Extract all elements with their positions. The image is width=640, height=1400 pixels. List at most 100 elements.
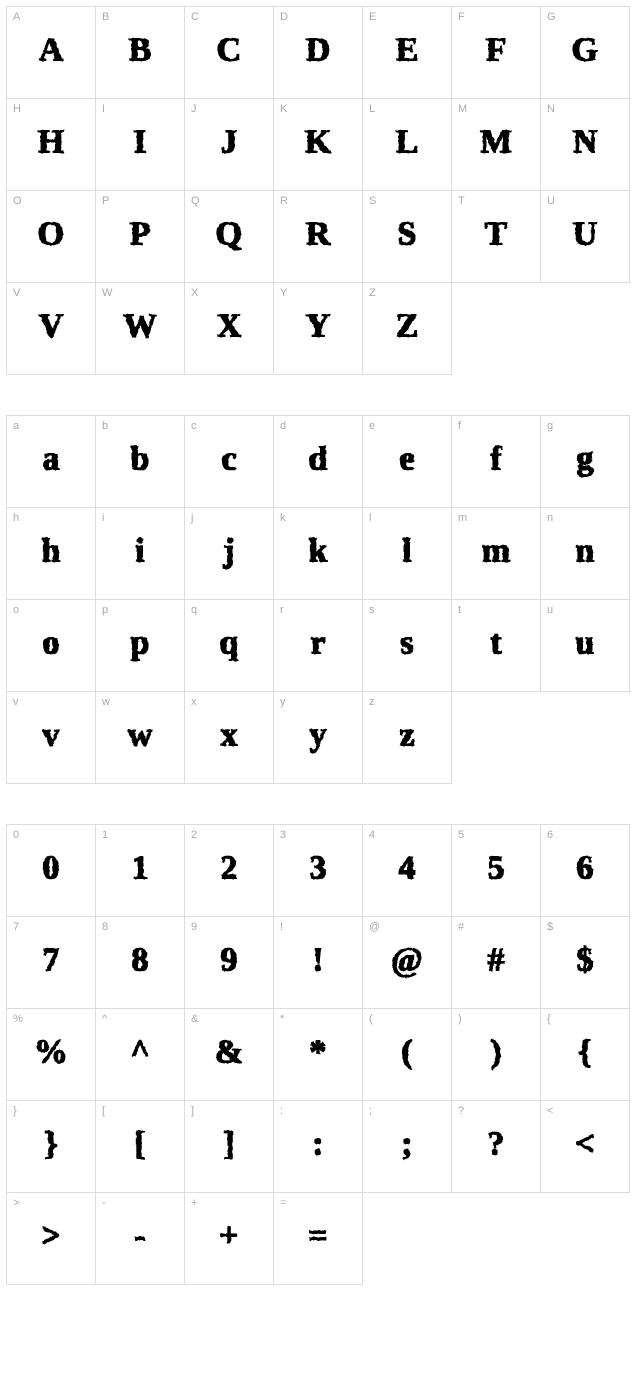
glyph-cell[interactable]: << bbox=[541, 1101, 630, 1193]
glyph-cell[interactable]: TT bbox=[452, 191, 541, 283]
glyph-cell[interactable]: ww bbox=[96, 692, 185, 784]
glyph-cell[interactable]: bb bbox=[96, 416, 185, 508]
glyph-cell[interactable]: oo bbox=[7, 600, 96, 692]
cell-label: } bbox=[13, 1105, 17, 1117]
glyph-cell[interactable]: QQ bbox=[185, 191, 274, 283]
glyph-grid: aabbccddeeffgg hhiijjkkllmmnn ooppqqrrsstt… bbox=[6, 415, 630, 784]
cell-glyph: i bbox=[135, 532, 144, 570]
glyph-cell[interactable]: JJ bbox=[185, 99, 274, 191]
glyph-cell[interactable]: >> bbox=[7, 1193, 96, 1285]
glyph-cell[interactable]: qq bbox=[185, 600, 274, 692]
cell-label: { bbox=[547, 1013, 551, 1025]
glyph-cell[interactable]: %% bbox=[7, 1009, 96, 1101]
glyph-cell[interactable]: ff bbox=[452, 416, 541, 508]
cell-glyph: = bbox=[308, 1217, 327, 1255]
glyph-cell[interactable]: (( bbox=[363, 1009, 452, 1101]
glyph-cell[interactable]: UU bbox=[541, 191, 630, 283]
glyph-cell[interactable]: ii bbox=[96, 508, 185, 600]
glyph-cell[interactable]: jj bbox=[185, 508, 274, 600]
glyph-cell[interactable]: hh bbox=[7, 508, 96, 600]
glyph-cell[interactable]: HH bbox=[7, 99, 96, 191]
glyph-cell[interactable]: 77 bbox=[7, 917, 96, 1009]
glyph-cell[interactable]: nn bbox=[541, 508, 630, 600]
glyph-cell[interactable]: mm bbox=[452, 508, 541, 600]
cell-glyph: 5 bbox=[488, 849, 505, 887]
glyph-cell[interactable]: cc bbox=[185, 416, 274, 508]
glyph-cell[interactable]: CC bbox=[185, 7, 274, 99]
glyph-cell[interactable]: DD bbox=[274, 7, 363, 99]
glyph-cell[interactable]: }} bbox=[7, 1101, 96, 1193]
glyph-cell[interactable]: RR bbox=[274, 191, 363, 283]
cell-label: @ bbox=[369, 921, 380, 933]
cell-label: D bbox=[280, 11, 288, 23]
glyph-cell[interactable]: && bbox=[185, 1009, 274, 1101]
glyph-cell[interactable]: XX bbox=[185, 283, 274, 375]
glyph-cell[interactable]: SS bbox=[363, 191, 452, 283]
glyph-cell[interactable]: vv bbox=[7, 692, 96, 784]
glyph-cell[interactable]: yy bbox=[274, 692, 363, 784]
glyph-cell[interactable]: MM bbox=[452, 99, 541, 191]
glyph-cell[interactable]: 33 bbox=[274, 825, 363, 917]
glyph-cell[interactable]: $$ bbox=[541, 917, 630, 1009]
glyph-cell[interactable]: 99 bbox=[185, 917, 274, 1009]
glyph-cell[interactable]: ## bbox=[452, 917, 541, 1009]
glyph-cell[interactable]: pp bbox=[96, 600, 185, 692]
glyph-cell[interactable]: 22 bbox=[185, 825, 274, 917]
glyph-cell[interactable]: [[ bbox=[96, 1101, 185, 1193]
glyph-cell[interactable]: rr bbox=[274, 600, 363, 692]
glyph-cell[interactable]: gg bbox=[541, 416, 630, 508]
glyph-cell[interactable]: AA bbox=[7, 7, 96, 99]
glyph-cell[interactable]: KK bbox=[274, 99, 363, 191]
glyph-cell[interactable]: GG bbox=[541, 7, 630, 99]
glyph-cell[interactable]: !! bbox=[274, 917, 363, 1009]
glyph-cell[interactable]: 88 bbox=[96, 917, 185, 1009]
glyph-cell[interactable]: == bbox=[274, 1193, 363, 1285]
glyph-cell[interactable]: ee bbox=[363, 416, 452, 508]
glyph-cell[interactable]: ll bbox=[363, 508, 452, 600]
glyph-cell[interactable]: ?? bbox=[452, 1101, 541, 1193]
cell-label: G bbox=[547, 11, 556, 23]
glyph-cell[interactable]: WW bbox=[96, 283, 185, 375]
glyph-cell[interactable]: ZZ bbox=[363, 283, 452, 375]
glyph-cell[interactable]: II bbox=[96, 99, 185, 191]
glyph-cell[interactable]: VV bbox=[7, 283, 96, 375]
glyph-cell[interactable]: ss bbox=[363, 600, 452, 692]
glyph-cell[interactable]: :: bbox=[274, 1101, 363, 1193]
glyph-cell[interactable]: ^^ bbox=[96, 1009, 185, 1101]
cell-glyph: E bbox=[396, 31, 419, 69]
cell-label: ^ bbox=[102, 1013, 107, 1025]
glyph-cell[interactable]: xx bbox=[185, 692, 274, 784]
glyph-cell[interactable]: 44 bbox=[363, 825, 452, 917]
glyph-cell[interactable]: ++ bbox=[185, 1193, 274, 1285]
glyph-cell[interactable]: {{ bbox=[541, 1009, 630, 1101]
glyph-cell[interactable]: BB bbox=[96, 7, 185, 99]
glyph-cell[interactable]: uu bbox=[541, 600, 630, 692]
glyph-cell[interactable]: LL bbox=[363, 99, 452, 191]
glyph-cell[interactable]: PP bbox=[96, 191, 185, 283]
cell-glyph: 6 bbox=[577, 849, 594, 887]
glyph-cell[interactable]: zz bbox=[363, 692, 452, 784]
glyph-cell[interactable]: -- bbox=[96, 1193, 185, 1285]
glyph-cell[interactable]: @@ bbox=[363, 917, 452, 1009]
glyph-cell[interactable]: EE bbox=[363, 7, 452, 99]
glyph-cell[interactable]: 55 bbox=[452, 825, 541, 917]
character-map-root: AABBCCDDEEFFGG HHIIJJKKLLMMNN OOPPQQRRSSTT… bbox=[0, 6, 640, 1285]
cell-label: [ bbox=[102, 1105, 105, 1117]
glyph-cell[interactable]: ;; bbox=[363, 1101, 452, 1193]
glyph-cell[interactable]: kk bbox=[274, 508, 363, 600]
glyph-cell[interactable]: 00 bbox=[7, 825, 96, 917]
glyph-cell[interactable]: aa bbox=[7, 416, 96, 508]
cell-label: X bbox=[191, 287, 198, 299]
glyph-cell[interactable]: OO bbox=[7, 191, 96, 283]
glyph-cell[interactable]: ]] bbox=[185, 1101, 274, 1193]
glyph-cell[interactable]: ** bbox=[274, 1009, 363, 1101]
glyph-cell[interactable]: NN bbox=[541, 99, 630, 191]
glyph-cell[interactable]: )) bbox=[452, 1009, 541, 1101]
glyph-cell[interactable]: dd bbox=[274, 416, 363, 508]
glyph-cell[interactable]: FF bbox=[452, 7, 541, 99]
glyph-cell[interactable]: 11 bbox=[96, 825, 185, 917]
glyph-cell[interactable]: YY bbox=[274, 283, 363, 375]
cell-label: ? bbox=[458, 1105, 464, 1117]
glyph-cell[interactable]: tt bbox=[452, 600, 541, 692]
glyph-cell[interactable]: 66 bbox=[541, 825, 630, 917]
